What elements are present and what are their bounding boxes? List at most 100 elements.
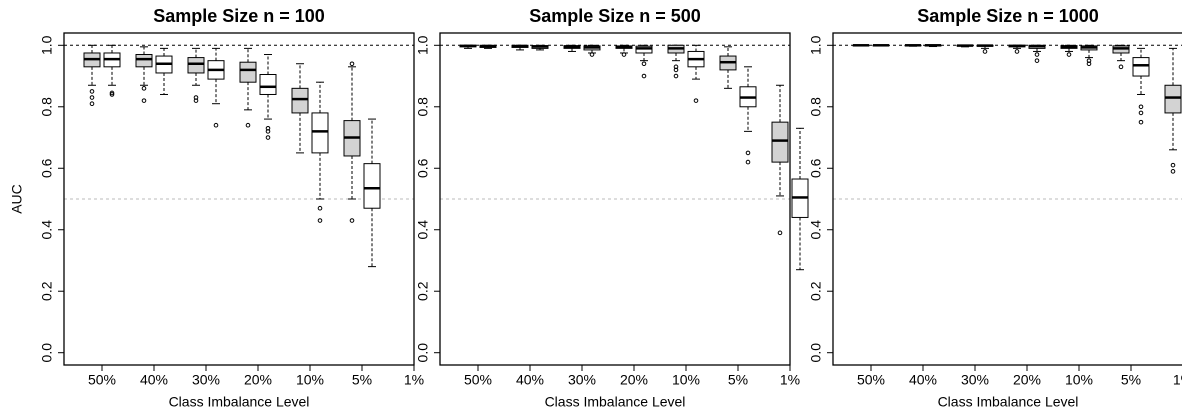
- y-tick-label: 1.0: [808, 35, 824, 55]
- box: [771, 121, 789, 163]
- outlier: [1170, 162, 1176, 168]
- x-axis-label: Class Imbalance Level: [938, 394, 1079, 410]
- outlier: [1170, 169, 1176, 174]
- x-tick-label: 5%: [352, 372, 372, 388]
- outlier: [89, 89, 95, 94]
- y-tick-label: 0.8: [808, 97, 824, 117]
- outlier: [1118, 64, 1124, 70]
- box: [363, 163, 381, 209]
- outlier: [673, 73, 679, 79]
- box: [187, 57, 205, 74]
- outlier: [745, 159, 751, 165]
- outlier: [621, 52, 627, 57]
- x-tick-label: 50%: [857, 372, 885, 388]
- y-tick-label: 0.0: [39, 343, 55, 363]
- x-tick-label: 5%: [1121, 372, 1141, 388]
- box: [239, 61, 257, 83]
- outlier: [673, 64, 679, 70]
- y-tick-label: 0.4: [808, 220, 824, 240]
- box: [291, 87, 309, 114]
- outlier: [1138, 104, 1144, 110]
- plot-frame: [832, 32, 1182, 366]
- x-tick-label: 40%: [909, 372, 937, 388]
- outlier: [745, 150, 751, 156]
- outlier: [1034, 52, 1040, 57]
- x-tick-label: 30%: [961, 372, 989, 388]
- outlier: [265, 129, 271, 134]
- outlier: [141, 86, 147, 91]
- outlier: [641, 61, 647, 67]
- y-tick-label: 0.2: [808, 281, 824, 301]
- plot-frame: [439, 32, 791, 366]
- outlier: [349, 218, 355, 223]
- outlier: [1138, 110, 1144, 116]
- outlier: [982, 49, 988, 54]
- x-tick-label: 50%: [88, 372, 116, 388]
- box: [259, 74, 277, 95]
- y-tick-label: 0.8: [39, 97, 55, 117]
- outlier: [349, 61, 355, 67]
- x-tick-label: 20%: [244, 372, 272, 388]
- x-tick-label: 10%: [672, 372, 700, 388]
- x-axis-label: Class Imbalance Level: [545, 394, 686, 410]
- y-tick-label: 0.2: [39, 281, 55, 301]
- outlier: [673, 67, 679, 73]
- outlier: [245, 122, 251, 128]
- outlier: [109, 92, 115, 97]
- y-tick-label: 0.4: [415, 220, 431, 240]
- outlier: [317, 205, 323, 211]
- outlier: [1086, 61, 1092, 67]
- x-tick-label: 1%: [780, 372, 800, 388]
- outlier: [317, 218, 323, 223]
- outlier: [589, 52, 595, 57]
- y-tick-label: 0.8: [415, 97, 431, 117]
- box: [1164, 84, 1182, 114]
- box: [1132, 57, 1150, 77]
- outlier: [1066, 52, 1072, 57]
- x-tick-label: 10%: [296, 372, 324, 388]
- box: [135, 54, 153, 68]
- outlier: [141, 98, 147, 103]
- outlier: [693, 98, 699, 103]
- x-tick-label: 40%: [140, 372, 168, 388]
- outlier: [89, 95, 95, 100]
- y-tick-label: 1.0: [415, 35, 431, 55]
- y-axis-label: AUC: [9, 184, 25, 214]
- x-tick-label: 50%: [464, 372, 492, 388]
- outlier: [777, 230, 783, 236]
- y-tick-label: 1.0: [39, 35, 55, 55]
- x-tick-label: 20%: [620, 372, 648, 388]
- outlier: [641, 73, 647, 79]
- y-tick-label: 0.2: [415, 281, 431, 301]
- outlier: [265, 125, 271, 131]
- x-tick-label: 20%: [1013, 372, 1041, 388]
- y-tick-label: 0.4: [39, 220, 55, 240]
- outlier: [1034, 58, 1040, 63]
- x-tick-label: 10%: [1065, 372, 1093, 388]
- y-tick-label: 0.6: [808, 158, 824, 178]
- outlier: [193, 95, 199, 100]
- outlier: [265, 135, 271, 140]
- x-tick-label: 1%: [404, 372, 424, 388]
- x-tick-label: 30%: [568, 372, 596, 388]
- x-tick-label: 5%: [728, 372, 748, 388]
- y-tick-label: 0.0: [415, 343, 431, 363]
- x-axis-label: Class Imbalance Level: [169, 394, 310, 410]
- outlier: [89, 101, 95, 107]
- box: [311, 112, 329, 154]
- x-tick-label: 1%: [1173, 372, 1182, 388]
- outlier: [1138, 119, 1144, 125]
- x-tick-label: 30%: [192, 372, 220, 388]
- y-tick-label: 0.0: [808, 343, 824, 363]
- plot-frame: [63, 32, 415, 366]
- panel-title: Sample Size n = 500: [529, 6, 701, 26]
- x-tick-label: 40%: [516, 372, 544, 388]
- panel-title: Sample Size n = 1000: [917, 6, 1099, 26]
- panel-title: Sample Size n = 100: [153, 6, 325, 26]
- y-tick-label: 0.6: [39, 158, 55, 178]
- y-tick-label: 0.6: [415, 158, 431, 178]
- outlier: [109, 90, 115, 96]
- outlier: [213, 122, 219, 128]
- outlier: [1086, 58, 1092, 63]
